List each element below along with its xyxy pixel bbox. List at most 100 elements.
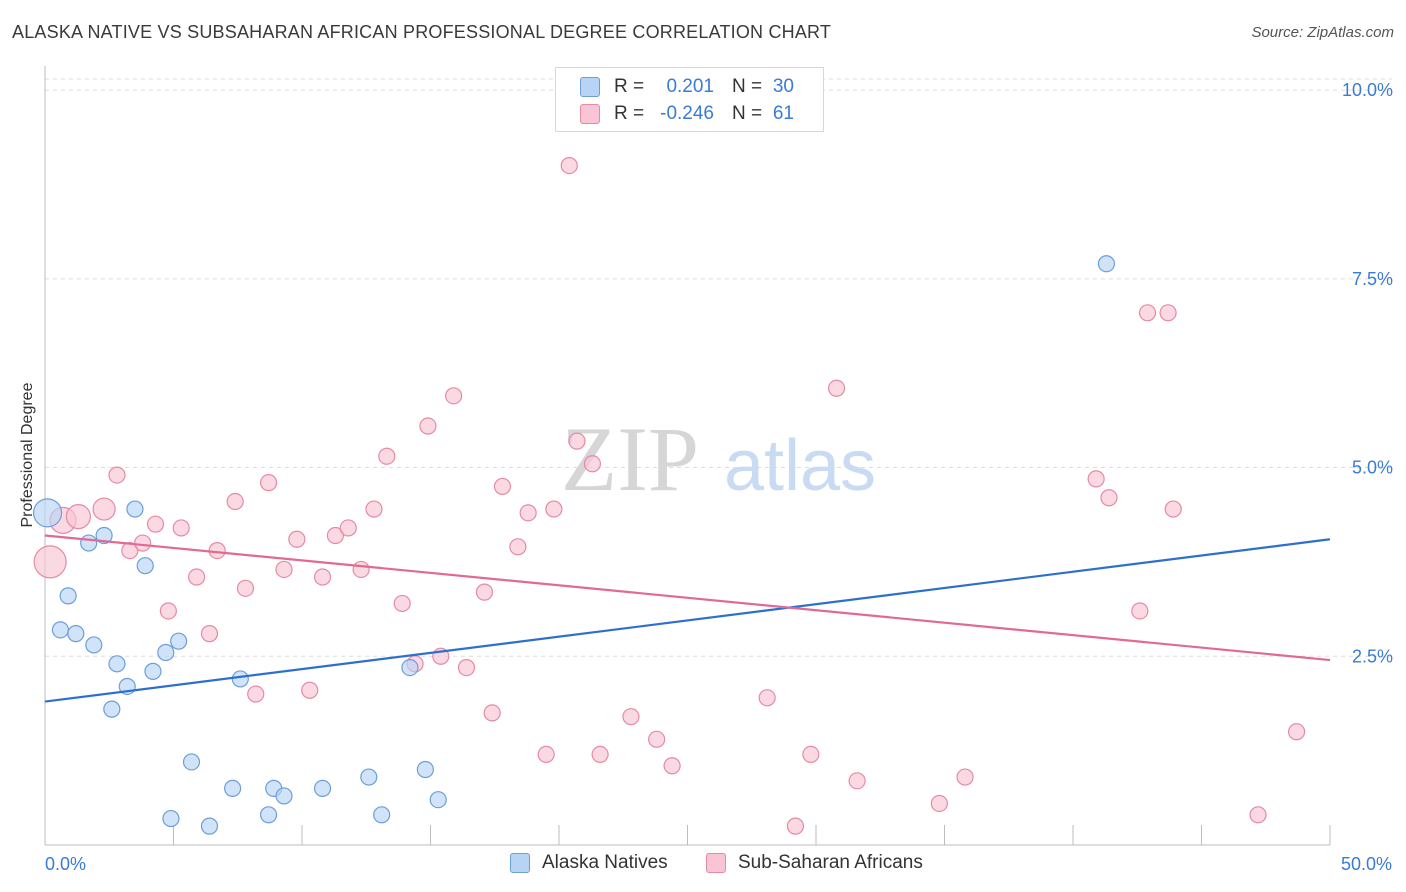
alaska-point — [373, 806, 391, 824]
sub-saharan-point — [226, 492, 244, 511]
sub-saharan-point — [848, 772, 866, 790]
legend-r-value: 0.201 — [666, 76, 714, 97]
sub-saharan-point — [457, 658, 476, 677]
alaska-point — [416, 760, 434, 779]
sub-saharan-point — [568, 432, 586, 450]
sub-saharan-point — [802, 745, 820, 764]
alaska-point — [313, 779, 332, 797]
tick-labels: 2.5% 5.0% 7.5% 10.0% 0.0% 50.0% — [45, 80, 1393, 874]
sub-saharan-point — [259, 474, 278, 492]
bottom-legend-label-sub-saharan: Sub-Saharan Africans — [738, 852, 923, 873]
x-tick-label: 0.0% — [45, 854, 86, 874]
watermark: ZIP atlas — [561, 408, 876, 510]
alaska-point — [103, 700, 121, 718]
sub-saharan-point — [537, 745, 555, 764]
series-sub-saharan-points — [33, 156, 1306, 835]
sub-saharan-point — [352, 560, 370, 579]
sub-saharan-point — [493, 477, 512, 496]
sub-saharan-point — [65, 504, 92, 530]
alaska-point — [95, 526, 113, 545]
sub-saharan-point — [758, 689, 776, 707]
sub-saharan-point — [1164, 500, 1182, 518]
sub-saharan-point — [146, 515, 165, 533]
alaska-point — [170, 632, 188, 650]
sub-saharan-point — [247, 685, 265, 703]
axes — [44, 66, 1331, 846]
sub-saharan-point — [663, 757, 681, 775]
alaska-point — [157, 643, 175, 662]
watermark-atlas: atlas — [724, 426, 876, 506]
sub-saharan-point — [1249, 806, 1267, 824]
bottom-legend-swatch-alaska — [510, 853, 530, 873]
alaska-point — [401, 658, 419, 677]
sub-saharan-point — [275, 560, 293, 579]
sub-saharan-point — [134, 534, 152, 552]
sub-saharan-point — [326, 526, 345, 545]
sub-saharan-point — [419, 417, 437, 435]
alaska-point — [259, 806, 278, 824]
x-tick-label: 50.0% — [1341, 854, 1392, 874]
alaska-point — [136, 557, 154, 575]
sub-saharan-point — [591, 745, 609, 764]
alaska-point — [162, 809, 180, 828]
sub-saharan-point — [121, 541, 139, 560]
legend-row-sub-saharan: R = -0.246 N = 61 — [580, 101, 794, 127]
sub-saharan-point — [827, 379, 846, 397]
bottom-legend-alaska: Alaska Natives — [510, 852, 668, 874]
sub-saharan-point — [956, 768, 974, 786]
sub-saharan-point — [159, 602, 177, 620]
sub-saharan-point — [108, 466, 126, 484]
alaska-point — [126, 500, 144, 518]
bottom-legend-swatch-sub-saharan — [706, 853, 726, 873]
legend-swatch-alaska — [580, 77, 600, 97]
sub-saharan-point — [519, 504, 537, 522]
alaska-point — [51, 621, 70, 639]
sub-saharan-point — [378, 447, 396, 465]
sub-saharan-point — [1100, 489, 1118, 507]
sub-saharan-point — [1287, 723, 1306, 741]
legend-swatch-sub-saharan — [580, 104, 600, 124]
sub-saharan-point — [545, 500, 563, 518]
alaska-point — [85, 636, 103, 654]
sub-saharan-point — [188, 568, 206, 586]
sub-saharan-point — [236, 579, 255, 597]
sub-saharan-point — [1131, 602, 1149, 620]
alaska-point — [80, 534, 98, 552]
series-alaska-points — [32, 255, 1116, 835]
alaska-point — [224, 779, 242, 797]
legend: R = 0.201 N = 30 R = -0.246 N = 61 — [555, 67, 824, 132]
chart-title: ALASKA NATIVE VS SUBSAHARAN AFRICAN PROF… — [12, 22, 832, 42]
alaska-point — [67, 625, 85, 643]
legend-r-label: R = — [614, 76, 645, 97]
sub-saharan-point — [1138, 304, 1157, 322]
sub-saharan-point — [339, 519, 357, 537]
alaska-point — [182, 753, 201, 771]
legend-n-value: 61 — [772, 103, 794, 124]
legend-n-label: N = — [732, 76, 763, 97]
sub-saharan-point — [313, 568, 332, 586]
sub-saharan-point — [172, 519, 190, 537]
sub-saharan-point — [200, 625, 219, 643]
y-tick-label: 7.5% — [1352, 269, 1393, 289]
sub-saharan-point — [583, 455, 602, 473]
sub-saharan-point — [365, 500, 383, 518]
legend-r-label: R = — [614, 103, 645, 124]
y-tick-label: 2.5% — [1352, 646, 1393, 666]
y-tick-label: 5.0% — [1352, 458, 1393, 478]
sub-saharan-point — [1087, 470, 1105, 488]
source-label: Source: ZipAtlas.com — [1251, 24, 1394, 41]
alaska-point — [59, 587, 77, 605]
alaska-point — [1097, 255, 1116, 273]
y-axis-label: Professional Degree — [19, 382, 36, 528]
sub-saharan-point — [475, 583, 494, 601]
trend-line-alaska — [44, 538, 1331, 703]
sub-saharan-point — [560, 156, 578, 175]
legend-n-label: N = — [732, 103, 763, 124]
alaska-point — [429, 791, 447, 809]
alaska-point — [108, 655, 126, 673]
bottom-legend-label-alaska: Alaska Natives — [542, 852, 668, 873]
sub-saharan-point — [92, 497, 116, 521]
alaska-point — [200, 817, 219, 835]
alaska-point — [32, 498, 63, 528]
